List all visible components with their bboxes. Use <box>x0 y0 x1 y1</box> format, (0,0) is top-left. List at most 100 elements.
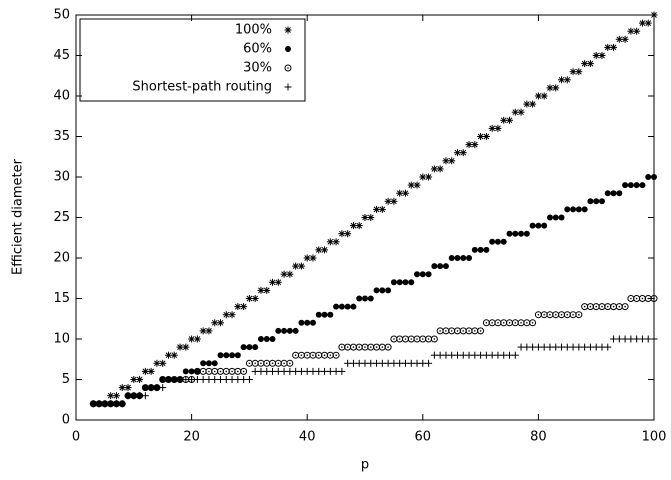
marker-stroke <box>535 93 542 99</box>
point <box>477 246 484 253</box>
point <box>471 246 478 253</box>
point <box>390 279 397 286</box>
marker-dot <box>182 368 189 375</box>
point <box>610 303 618 311</box>
marker-stroke <box>159 360 166 367</box>
point <box>379 287 386 294</box>
marker-stroke <box>258 287 264 294</box>
point <box>263 336 270 342</box>
point <box>425 335 433 343</box>
point <box>349 343 357 351</box>
point <box>378 205 386 213</box>
marker-dot <box>217 352 224 359</box>
point <box>558 311 566 319</box>
marker-stroke <box>200 328 207 334</box>
marker-center <box>369 346 372 348</box>
point <box>627 182 634 189</box>
marker-stroke <box>130 376 137 383</box>
point <box>506 116 513 124</box>
point <box>511 351 519 359</box>
marker-dot <box>223 352 230 359</box>
point <box>425 271 432 278</box>
legend-box <box>79 18 306 102</box>
marker-stroke <box>182 344 189 350</box>
marker-dot <box>575 206 582 213</box>
point <box>321 311 328 318</box>
marker-center <box>283 362 285 365</box>
point <box>228 311 236 319</box>
point <box>552 311 560 319</box>
marker-stroke <box>339 230 345 237</box>
marker-center <box>549 313 551 316</box>
point <box>200 360 207 367</box>
legend-label: 30% <box>243 61 272 76</box>
marker-stroke <box>587 60 594 67</box>
point <box>367 295 374 302</box>
point <box>546 311 554 319</box>
y-tick-label: 40 <box>53 89 70 104</box>
point <box>182 343 190 351</box>
point <box>321 246 329 254</box>
point <box>274 359 282 367</box>
marker-center <box>641 297 644 300</box>
point <box>523 319 531 327</box>
marker-dot <box>408 279 415 286</box>
marker-dot <box>506 230 513 237</box>
point <box>205 360 212 367</box>
point <box>546 214 553 221</box>
marker-dot <box>454 255 461 261</box>
point <box>188 368 195 375</box>
point <box>234 352 241 359</box>
marker-ring <box>284 64 292 72</box>
marker-stroke <box>136 376 143 383</box>
marker-center <box>554 313 557 316</box>
point <box>454 255 461 261</box>
marker-stroke <box>373 206 380 213</box>
point <box>644 19 652 27</box>
point <box>517 108 525 116</box>
marker-center <box>595 305 597 308</box>
marker-center <box>196 370 199 373</box>
point <box>621 303 629 311</box>
marker-stroke <box>633 28 640 35</box>
point <box>569 311 577 319</box>
marker-dot <box>333 303 340 310</box>
marker-stroke <box>639 20 646 26</box>
marker-stroke <box>292 263 299 269</box>
marker-stroke <box>223 311 230 318</box>
marker-center <box>462 330 465 332</box>
marker-dot <box>285 46 291 52</box>
marker-dot <box>610 190 617 197</box>
point <box>402 279 409 286</box>
marker-center <box>202 370 204 373</box>
marker-stroke <box>171 352 178 359</box>
marker-center <box>450 330 453 332</box>
y-axis-label: Efficient diameter <box>11 158 26 275</box>
marker-center <box>618 305 621 308</box>
marker-center <box>387 346 389 348</box>
point <box>506 319 513 327</box>
marker-center <box>404 338 407 340</box>
marker-center <box>497 322 499 324</box>
point <box>199 327 207 335</box>
marker-stroke <box>125 384 131 391</box>
point <box>465 141 473 149</box>
marker-ring <box>477 327 485 335</box>
marker-center <box>144 386 147 389</box>
point <box>500 238 507 245</box>
marker-center <box>520 322 522 324</box>
point <box>136 376 144 383</box>
marker-dot <box>639 182 646 189</box>
marker-dot <box>425 271 432 278</box>
y-tick-label: 0 <box>62 413 70 428</box>
marker-dot <box>396 279 403 286</box>
marker-stroke <box>275 279 282 286</box>
marker-center <box>289 362 291 365</box>
point <box>292 351 300 359</box>
point <box>240 303 248 311</box>
point <box>592 303 600 311</box>
marker-center <box>589 305 592 308</box>
marker-dot <box>390 279 397 286</box>
point <box>275 327 282 334</box>
point <box>645 174 652 180</box>
